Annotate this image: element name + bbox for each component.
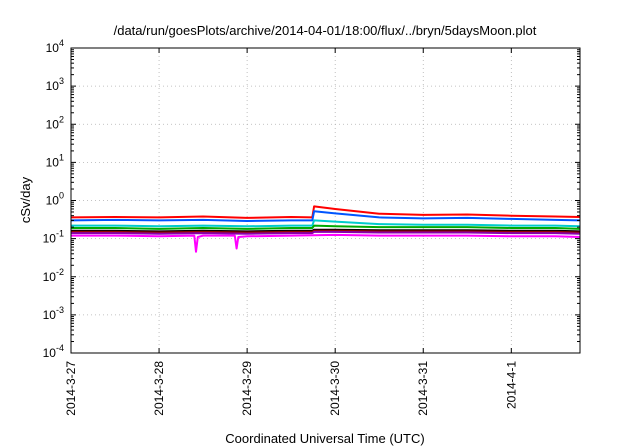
series-line-2	[70, 210, 581, 222]
y-tick-label: 104	[46, 38, 64, 55]
y-tick-label: 10-1	[43, 229, 64, 246]
x-tick-label: 2014-3-29	[240, 361, 254, 416]
series-line-3	[71, 219, 581, 228]
chart-title: /data/run/goesPlots/archive/2014-04-01/1…	[114, 23, 537, 38]
series-line-7	[71, 230, 581, 235]
y-tick-label: 100	[46, 191, 64, 208]
y-tick-label: 10-4	[43, 343, 64, 360]
x-tick-label: 2014-3-30	[328, 361, 342, 416]
y-tick-label: 103	[46, 76, 64, 93]
x-tick-label: 2014-4-1	[504, 361, 518, 409]
x-axis: 2014-3-27 2014-3-28 2014-3-29 2014-3-30 2014…	[64, 48, 518, 416]
x-tick-label: 2014-3-31	[416, 361, 430, 416]
series-layer	[70, 205, 581, 253]
y-tick-label: 102	[46, 114, 64, 131]
y-axis: 10-4 10-3 10-2 10-1 100 101 102 103 104	[43, 38, 580, 360]
grid	[71, 48, 580, 353]
series-line-8	[71, 233, 581, 253]
series-line-1	[70, 205, 581, 219]
y-tick-label: 101	[46, 152, 64, 169]
series-line-4	[71, 224, 581, 230]
x-tick-label: 2014-3-27	[64, 361, 78, 416]
y-tick-label: 10-2	[43, 267, 64, 284]
x-tick-label: 2014-3-28	[152, 361, 166, 416]
series-line-6	[71, 229, 581, 234]
x-axis-label: Coordinated Universal Time (UTC)	[225, 431, 424, 446]
y-tick-label: 10-3	[43, 305, 64, 322]
y-axis-label: cSv/day	[18, 176, 33, 223]
